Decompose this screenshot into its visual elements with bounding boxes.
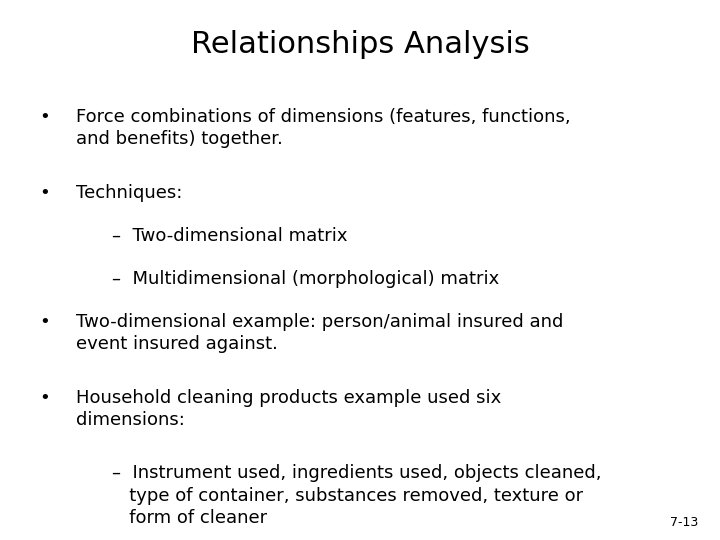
Text: •: • — [40, 184, 50, 201]
Text: –  Two-dimensional matrix: – Two-dimensional matrix — [112, 227, 347, 245]
Text: 7-13: 7-13 — [670, 516, 698, 529]
Text: Techniques:: Techniques: — [76, 184, 182, 201]
Text: –  Multidimensional (morphological) matrix: – Multidimensional (morphological) matri… — [112, 270, 499, 288]
Text: Household cleaning products example used six
dimensions:: Household cleaning products example used… — [76, 389, 501, 429]
Text: Two-dimensional example: person/animal insured and
event insured against.: Two-dimensional example: person/animal i… — [76, 313, 563, 353]
Text: •: • — [40, 389, 50, 407]
Text: –  Instrument used, ingredients used, objects cleaned,
   type of container, sub: – Instrument used, ingredients used, obj… — [112, 464, 601, 527]
Text: •: • — [40, 313, 50, 331]
Text: •: • — [40, 108, 50, 126]
Text: Force combinations of dimensions (features, functions,
and benefits) together.: Force combinations of dimensions (featur… — [76, 108, 570, 148]
Text: Relationships Analysis: Relationships Analysis — [191, 30, 529, 59]
